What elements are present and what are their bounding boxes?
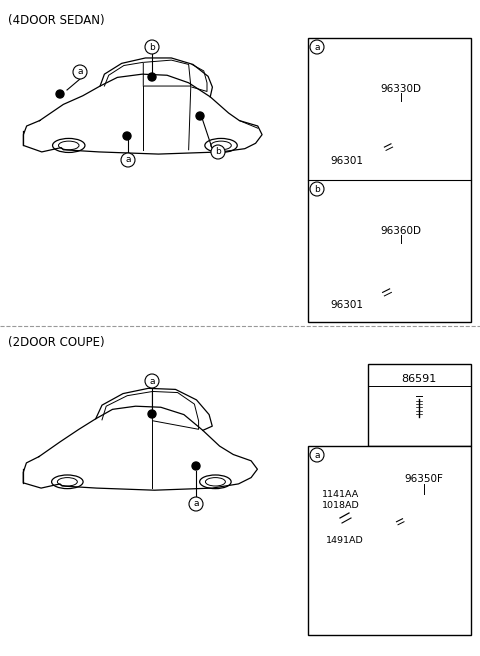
Circle shape: [56, 90, 64, 98]
Circle shape: [121, 153, 135, 167]
Circle shape: [148, 73, 156, 81]
Text: 96360D: 96360D: [381, 226, 421, 236]
Text: a: a: [125, 155, 131, 165]
Bar: [414, 393, 424, 399]
Text: a: a: [314, 451, 320, 459]
Text: a: a: [149, 377, 155, 386]
Circle shape: [211, 145, 225, 159]
Text: 1018AD: 1018AD: [322, 501, 360, 510]
Circle shape: [310, 182, 324, 196]
Text: 96330D: 96330D: [381, 84, 421, 94]
Text: 96301: 96301: [330, 300, 363, 310]
Circle shape: [420, 518, 423, 521]
Text: 1491AD: 1491AD: [326, 536, 364, 545]
Circle shape: [196, 112, 204, 120]
Circle shape: [73, 65, 87, 79]
Text: (2DOOR COUPE): (2DOOR COUPE): [8, 336, 105, 349]
Circle shape: [410, 143, 413, 146]
Text: 86591: 86591: [401, 374, 437, 384]
Circle shape: [145, 40, 159, 54]
Text: b: b: [215, 148, 221, 157]
Circle shape: [145, 374, 159, 388]
Bar: [308, 38, 471, 322]
Bar: [368, 364, 471, 446]
Text: 96301: 96301: [330, 156, 363, 166]
Circle shape: [310, 448, 324, 462]
Circle shape: [123, 132, 131, 140]
Text: a: a: [314, 43, 320, 52]
Bar: [308, 446, 471, 635]
Text: a: a: [193, 499, 199, 508]
Circle shape: [310, 40, 324, 54]
Text: 96350F: 96350F: [405, 474, 444, 484]
Text: b: b: [314, 184, 320, 194]
Circle shape: [410, 288, 413, 291]
Circle shape: [189, 497, 203, 511]
Text: a: a: [77, 68, 83, 77]
Circle shape: [192, 462, 200, 470]
Circle shape: [148, 410, 156, 418]
Text: 1141AA: 1141AA: [322, 490, 359, 499]
Text: b: b: [149, 43, 155, 52]
Text: (4DOOR SEDAN): (4DOOR SEDAN): [8, 14, 105, 27]
